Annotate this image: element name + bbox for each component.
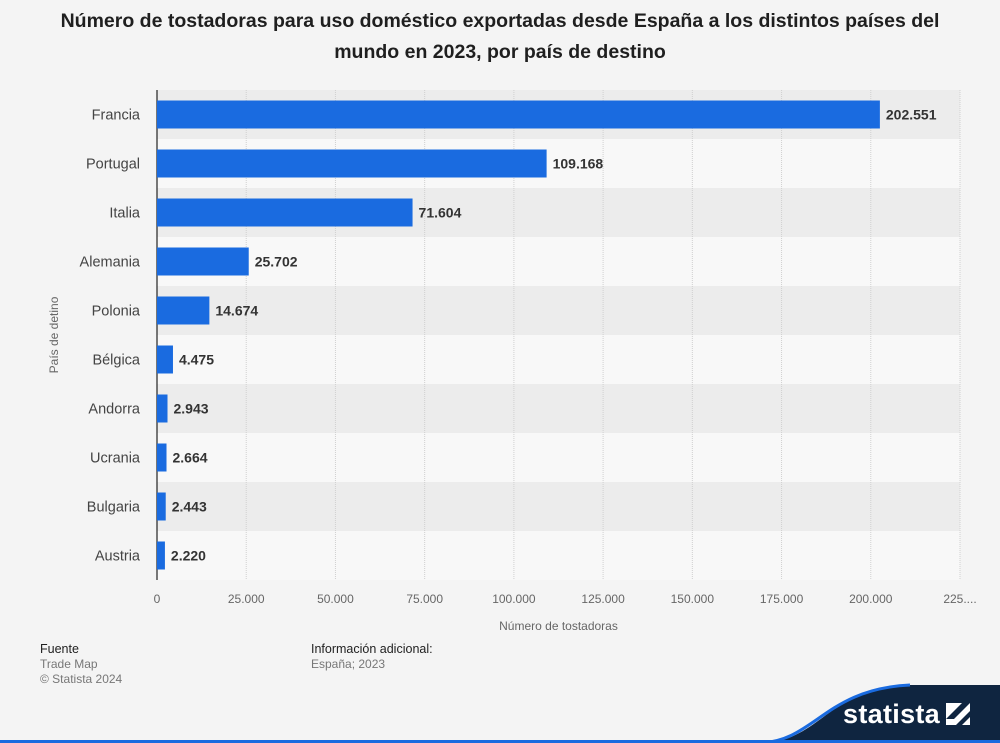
copyright: © Statista 2024 [40, 672, 123, 686]
x-tick-label: 225.... [943, 592, 976, 606]
category-label: Portugal [86, 157, 140, 173]
bar[interactable] [157, 100, 880, 129]
x-tick-label: 125.000 [581, 592, 625, 606]
category-label: Alemania [80, 255, 141, 271]
bar-value-label: 109.168 [553, 156, 604, 172]
statista-logo[interactable]: statista [760, 683, 1000, 743]
bar-value-label: 14.674 [215, 303, 258, 319]
source-name[interactable]: Trade Map [40, 657, 98, 671]
source-heading: Fuente [40, 642, 79, 656]
row-stripe [157, 384, 960, 433]
row-stripe [157, 433, 960, 482]
category-label: Italia [109, 206, 141, 222]
info-heading: Información adicional: [311, 642, 433, 656]
source-block: Fuente Trade Map © Statista 2024 [40, 642, 122, 687]
category-label: Bulgaria [87, 500, 141, 516]
chart-title: Número de tostadoras para uso doméstico … [60, 10, 940, 63]
bar-value-label: 4.475 [179, 352, 214, 368]
x-tick-label: 200.000 [849, 592, 893, 606]
y-axis-title: País de detino [47, 296, 61, 373]
info-block: Información adicional: España; 2023 [311, 642, 433, 672]
bar[interactable] [157, 198, 413, 227]
category-label: Bélgica [92, 353, 140, 369]
bar-value-label: 2.943 [174, 401, 209, 417]
category-label: Ucrania [90, 451, 141, 467]
bar[interactable] [157, 149, 547, 178]
category-label: Austria [95, 549, 141, 565]
bar-value-label: 202.551 [886, 107, 937, 123]
row-stripe [157, 482, 960, 531]
info-text: España; 2023 [311, 657, 386, 671]
x-axis-title: Número de tostadoras [499, 619, 618, 633]
x-tick-label: 175.000 [760, 592, 804, 606]
x-tick-label: 100.000 [492, 592, 536, 606]
row-stripe [157, 286, 960, 335]
bar-value-label: 25.702 [255, 254, 298, 270]
statista-icon [946, 703, 970, 725]
x-tick-label: 50.000 [317, 592, 354, 606]
bar-value-label: 71.604 [419, 205, 462, 221]
bar-value-label: 2.443 [172, 499, 207, 515]
row-stripe [157, 237, 960, 286]
bar[interactable] [157, 443, 167, 472]
category-label: Francia [92, 108, 141, 124]
x-tick-label: 0 [154, 592, 161, 606]
row-stripe [157, 531, 960, 580]
bar[interactable] [157, 296, 210, 325]
bar[interactable] [157, 541, 165, 570]
x-tick-label: 75.000 [406, 592, 443, 606]
bottom-accent-line [0, 740, 1000, 743]
row-stripe [157, 335, 960, 384]
bar[interactable] [157, 394, 168, 423]
category-label: Andorra [88, 402, 141, 418]
x-tick-label: 25.000 [228, 592, 265, 606]
x-tick-label: 150.000 [671, 592, 715, 606]
bar-value-label: 2.664 [173, 450, 208, 466]
bar[interactable] [157, 492, 166, 521]
bar[interactable] [157, 345, 173, 374]
category-label: Polonia [92, 304, 141, 320]
bar[interactable] [157, 247, 249, 276]
logo-text: statista [843, 699, 940, 729]
bar-chart: 202.551 Francia 109.168 Portugal 71.604 Itali… [47, 90, 977, 633]
bar-value-label: 2.220 [171, 548, 206, 564]
